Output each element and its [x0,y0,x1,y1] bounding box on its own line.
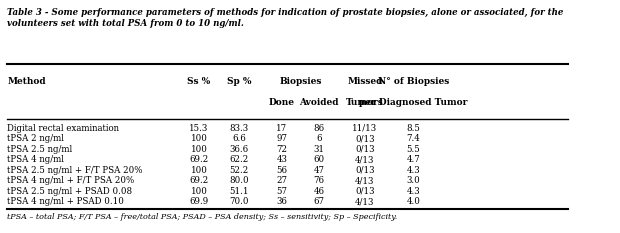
Text: 57: 57 [277,187,287,195]
Text: 8.5: 8.5 [407,123,420,133]
Text: 76: 76 [314,176,324,185]
Text: 51.1: 51.1 [229,187,249,195]
Text: Digital rectal examination: Digital rectal examination [7,123,119,133]
Text: 100: 100 [190,187,207,195]
Text: 62.2: 62.2 [229,155,249,164]
Text: 15.3: 15.3 [189,123,208,133]
Text: Tumors: Tumors [346,98,384,107]
Text: 80.0: 80.0 [229,176,249,185]
Text: Ss %: Ss % [187,77,210,86]
Text: 70.0: 70.0 [229,197,249,206]
Text: 17: 17 [277,123,288,133]
Text: 56: 56 [277,166,287,175]
Text: 27: 27 [277,176,287,185]
Text: 46: 46 [314,187,324,195]
Text: 4.7: 4.7 [407,155,420,164]
Text: 43: 43 [277,155,287,164]
Text: 47: 47 [314,166,324,175]
Text: Missed: Missed [347,77,383,86]
Text: Done: Done [269,98,295,107]
Text: Biopsies: Biopsies [279,77,322,86]
Text: 3.0: 3.0 [407,176,420,185]
Text: 60: 60 [314,155,325,164]
Text: Method: Method [7,77,46,86]
Text: per Diagnosed Tumor: per Diagnosed Tumor [359,98,467,107]
Text: tPSA 2.5 ng/ml: tPSA 2.5 ng/ml [7,144,73,154]
Text: 100: 100 [190,144,207,154]
Text: tPSA 4 ng/ml: tPSA 4 ng/ml [7,155,64,164]
Text: tPSA – total PSA; F/T PSA – free/total PSA; PSAD – PSA density; Ss – sensitivity: tPSA – total PSA; F/T PSA – free/total P… [7,213,397,221]
Text: 31: 31 [314,144,324,154]
Text: 36: 36 [277,197,287,206]
Text: 72: 72 [277,144,287,154]
Text: tPSA 2.5 ng/ml + F/T PSA 20%: tPSA 2.5 ng/ml + F/T PSA 20% [7,166,143,175]
Text: 97: 97 [277,134,287,143]
Text: 6.6: 6.6 [232,134,246,143]
Text: 0/13: 0/13 [355,166,374,175]
Text: 4.0: 4.0 [407,197,420,206]
Text: 0/13: 0/13 [355,134,374,143]
Text: tPSA 2.5 ng/ml + PSAD 0.08: tPSA 2.5 ng/ml + PSAD 0.08 [7,187,132,195]
Text: 69.2: 69.2 [189,176,208,185]
Text: 4/13: 4/13 [355,176,374,185]
Text: 0/13: 0/13 [355,187,374,195]
Text: 6: 6 [316,134,322,143]
Text: 69.2: 69.2 [189,155,208,164]
Text: tPSA 4 ng/ml + F/T PSA 20%: tPSA 4 ng/ml + F/T PSA 20% [7,176,135,185]
Text: 69.9: 69.9 [189,197,208,206]
Text: 11/13: 11/13 [352,123,378,133]
Text: 83.3: 83.3 [229,123,249,133]
Text: 5.5: 5.5 [407,144,420,154]
Text: 100: 100 [190,134,207,143]
Text: Table 3 - Some performance parameters of methods for indication of prostate biop: Table 3 - Some performance parameters of… [7,8,564,28]
Text: 100: 100 [190,166,207,175]
Text: 4.3: 4.3 [407,187,420,195]
Text: Avoided: Avoided [299,98,339,107]
Text: N° of Biopsies: N° of Biopsies [378,77,449,86]
Text: 4.3: 4.3 [407,166,420,175]
Text: 52.2: 52.2 [229,166,249,175]
Text: tPSA 4 ng/ml + PSAD 0.10: tPSA 4 ng/ml + PSAD 0.10 [7,197,124,206]
Text: 4/13: 4/13 [355,197,374,206]
Text: 0/13: 0/13 [355,144,374,154]
Text: 7.4: 7.4 [407,134,420,143]
Text: 36.6: 36.6 [229,144,249,154]
Text: Sp %: Sp % [227,77,251,86]
Text: tPSA 2 ng/ml: tPSA 2 ng/ml [7,134,64,143]
Text: 4/13: 4/13 [355,155,374,164]
Text: 86: 86 [314,123,325,133]
Text: 67: 67 [314,197,324,206]
